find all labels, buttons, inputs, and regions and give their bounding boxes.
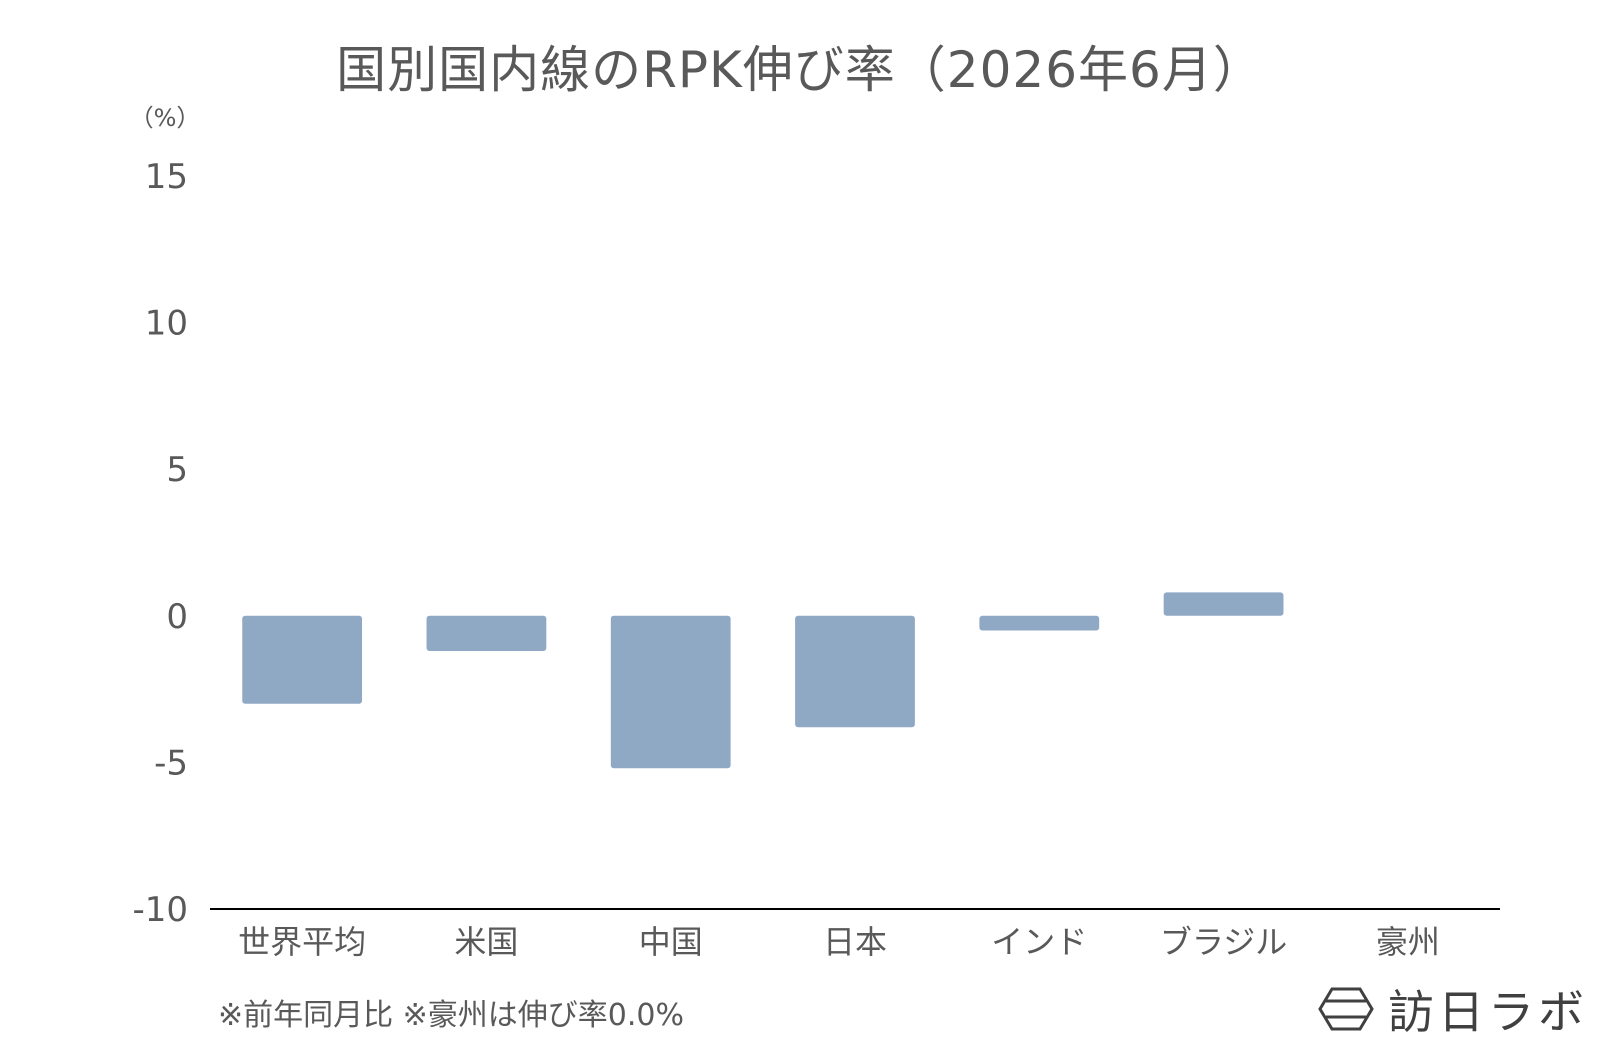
bar xyxy=(979,615,1100,631)
y-tick-label: 5 xyxy=(166,450,188,490)
bar xyxy=(1163,592,1284,616)
x-axis-ticks: 世界平均 米国 中国 日本 インド ブラジル 豪州 xyxy=(238,923,1440,961)
bar xyxy=(426,615,547,651)
y-tick-label: 15 xyxy=(145,157,188,197)
x-tick-label: 日本 xyxy=(823,923,887,961)
bar xyxy=(795,615,915,728)
y-unit-label: （%） xyxy=(130,104,201,132)
bar xyxy=(610,615,731,769)
bar xyxy=(242,615,363,704)
x-tick-label: 中国 xyxy=(639,923,703,961)
brand-logo: 訪日ラボ xyxy=(1318,976,1588,1042)
x-tick-label: 豪州 xyxy=(1376,923,1440,961)
brand-name: 訪日ラボ xyxy=(1388,985,1588,1039)
x-tick-label: 米国 xyxy=(454,923,518,961)
x-tick-label: インド xyxy=(991,923,1087,961)
bars xyxy=(242,592,1284,769)
y-tick-label: 10 xyxy=(145,304,188,344)
hexagon-logo-icon xyxy=(1318,987,1374,1031)
y-tick-label: -5 xyxy=(154,743,188,783)
x-tick-label: ブラジル xyxy=(1160,923,1287,961)
y-tick-label: -10 xyxy=(132,890,188,930)
x-tick-label: 世界平均 xyxy=(238,923,366,961)
y-tick-label: 0 xyxy=(166,597,188,637)
y-axis-ticks: 15 10 5 0 -5 -10 xyxy=(132,157,188,930)
chart-title: 国別国内線のRPK伸び率（2026年6月） xyxy=(336,41,1264,99)
footnote: ※前年同月比 ※豪州は伸び率0.0% xyxy=(218,998,685,1033)
